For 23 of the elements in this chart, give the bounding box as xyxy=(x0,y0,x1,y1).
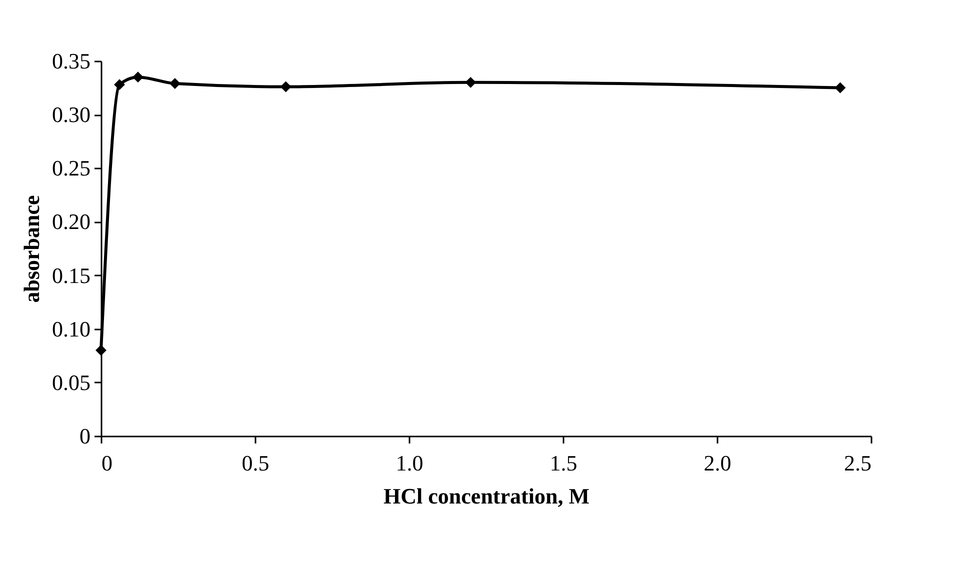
y-tick-label: 0.30 xyxy=(52,102,90,128)
y-tick-label: 0.10 xyxy=(52,316,90,342)
x-tick-label: 2.0 xyxy=(704,450,732,476)
point xyxy=(834,82,846,94)
point xyxy=(169,78,180,89)
point xyxy=(132,72,144,83)
point xyxy=(465,76,476,88)
x-tick-label: 0.5 xyxy=(242,450,270,476)
y-tick-label: 0 xyxy=(80,424,90,448)
y-axis-title: absorbance xyxy=(19,194,44,303)
x-tick-label: 1.5 xyxy=(550,450,578,476)
x-tick-label: 1.0 xyxy=(396,450,424,476)
point xyxy=(96,344,106,356)
y-tick-label: 0.20 xyxy=(52,209,90,234)
point xyxy=(280,81,292,92)
x-axis-title: HCl concentration, M xyxy=(384,484,590,508)
x-tick-label: 2.5 xyxy=(844,450,872,476)
y-tick-label: 0.35 xyxy=(52,48,90,74)
x-tick-label: 0 xyxy=(102,450,112,476)
y-tick-label: 0.05 xyxy=(52,370,90,395)
y-tick-label: 0.25 xyxy=(52,156,90,181)
point xyxy=(114,79,125,90)
y-tick-label: 0.15 xyxy=(52,262,90,288)
